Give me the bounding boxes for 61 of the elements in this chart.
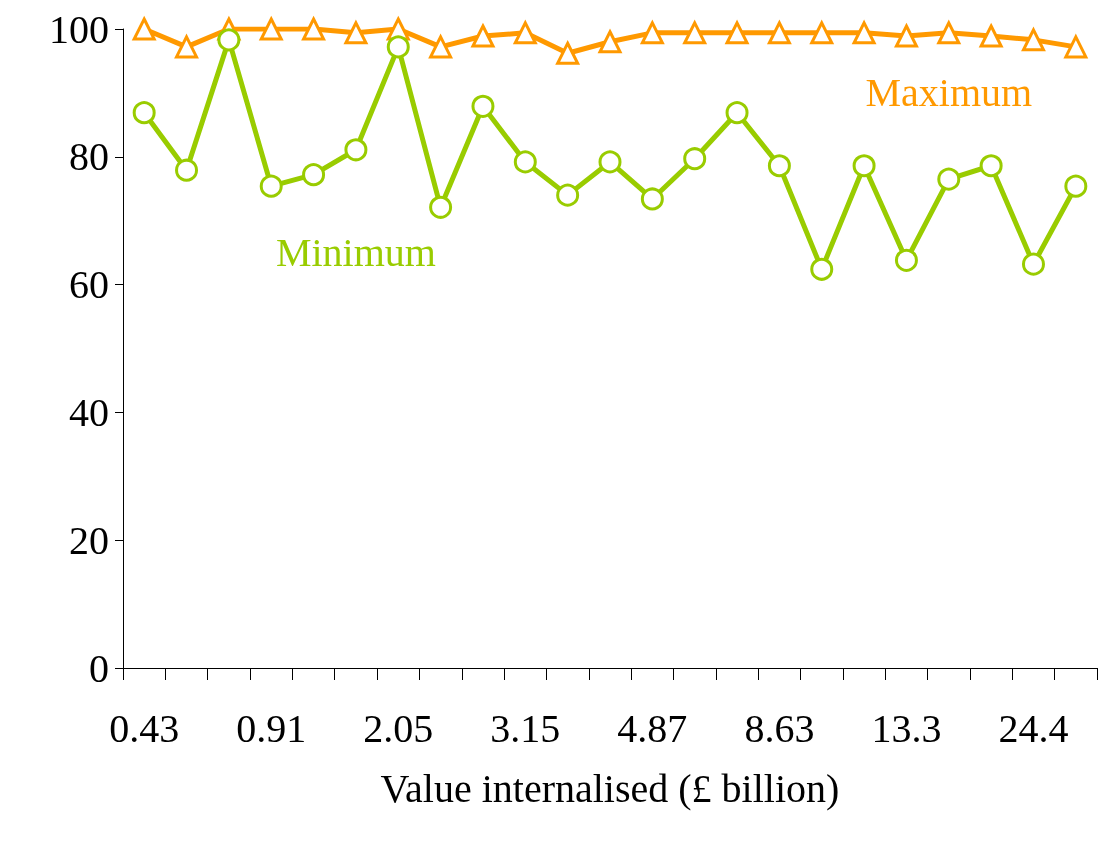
point <box>598 150 622 174</box>
point <box>175 158 199 182</box>
point <box>302 17 326 41</box>
point <box>259 174 283 198</box>
point <box>429 195 453 219</box>
point <box>259 17 283 41</box>
point <box>302 163 326 187</box>
point <box>470 22 496 48</box>
point <box>767 154 791 178</box>
point <box>978 22 1004 48</box>
x-tick-label: 3.15 <box>490 705 561 751</box>
point <box>640 21 664 45</box>
point <box>132 17 156 41</box>
point <box>683 21 707 45</box>
y-tick-label: 100 <box>49 6 109 52</box>
point <box>810 21 834 45</box>
point <box>767 21 791 45</box>
point <box>1064 174 1088 198</box>
y-tick-label: 20 <box>69 517 109 563</box>
point <box>894 248 918 272</box>
point <box>175 35 199 59</box>
y-tick-label: 60 <box>69 262 109 308</box>
x-tick-label: 0.43 <box>109 705 180 751</box>
point <box>725 21 749 45</box>
point <box>852 21 876 45</box>
point <box>640 187 664 211</box>
x-tick-label: 0.91 <box>236 705 307 751</box>
y-tick-label: 0 <box>89 645 109 691</box>
point <box>513 21 537 45</box>
x-tick-label: 24.4 <box>998 705 1069 751</box>
point <box>471 94 495 118</box>
x-axis-title: Value internalised (£ billion) <box>380 765 840 811</box>
x-tick-label: 8.63 <box>744 705 815 751</box>
point <box>217 28 241 52</box>
point <box>683 147 707 171</box>
point <box>513 150 537 174</box>
point <box>556 183 580 207</box>
y-tick-label: 80 <box>69 134 109 180</box>
point <box>852 154 876 178</box>
point <box>937 21 961 45</box>
x-tick-label: 13.3 <box>871 705 942 751</box>
point <box>132 101 156 125</box>
x-tick-label: 4.87 <box>617 705 688 751</box>
point <box>979 154 1003 178</box>
point <box>725 101 749 125</box>
series-label: Maximum <box>865 70 1033 116</box>
point <box>810 257 834 281</box>
point <box>1022 252 1045 276</box>
point <box>598 30 622 54</box>
point <box>344 138 368 162</box>
series-label: Minimum <box>275 230 436 276</box>
point <box>556 41 580 65</box>
point <box>429 35 453 59</box>
point <box>1021 28 1045 52</box>
point <box>1064 35 1088 59</box>
x-tick-label: 2.05 <box>363 705 434 751</box>
y-tick-label: 40 <box>69 389 109 435</box>
point <box>344 21 368 45</box>
point <box>937 167 961 191</box>
point <box>894 22 919 48</box>
point <box>386 35 410 59</box>
